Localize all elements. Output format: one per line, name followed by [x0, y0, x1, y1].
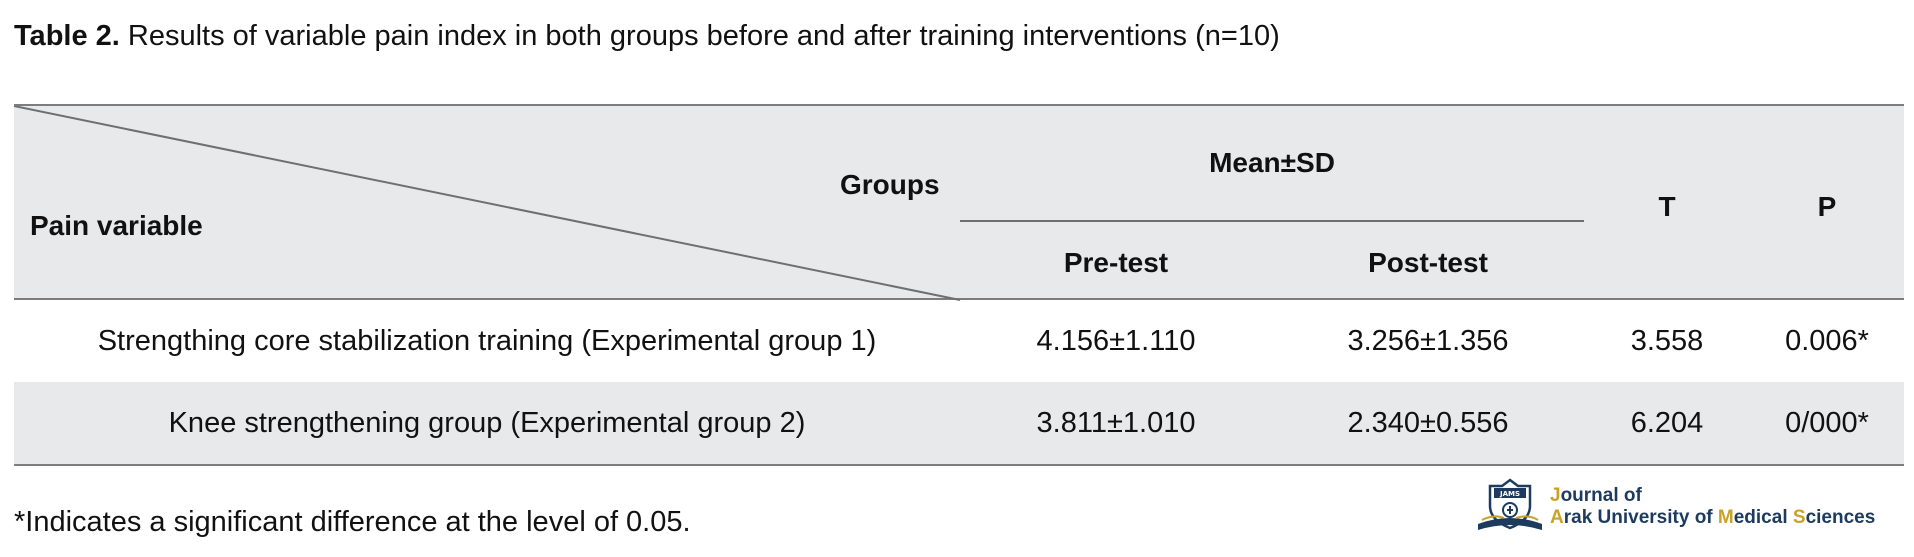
t-value: 6.204 — [1630, 407, 1704, 439]
journal-logo: JAMS Journal of Arak University of Medic… — [1474, 476, 1904, 536]
post-test-value: 3.256±1.356 — [1347, 325, 1509, 357]
caption-text: Results of variable pain index in both g… — [119, 20, 1280, 52]
caption-label: Table 2. — [14, 20, 120, 52]
t-header: T — [1658, 191, 1676, 222]
table-header: Groups Pain variable Mean±SD Pre-test Po… — [14, 104, 1904, 301]
pre-test-value: 3.811±1.010 — [1036, 407, 1196, 439]
p-value: 0.006* — [1785, 325, 1869, 357]
logo-line-2: Arak University of Medical Sciences — [1550, 507, 1876, 528]
post-test-header: Post-test — [1368, 247, 1488, 278]
results-table: Groups Pain variable Mean±SD Pre-test Po… — [14, 104, 1904, 466]
row-label: Knee strengthening group (Experimental g… — [168, 407, 806, 439]
post-test-value: 2.340±0.556 — [1347, 407, 1509, 439]
table-row: Knee strengthening group (Experimental g… — [14, 382, 1904, 466]
emblem-text: JAMS — [1499, 490, 1520, 498]
logo-line-1: Journal of — [1550, 485, 1642, 506]
t-value: 3.558 — [1630, 325, 1704, 357]
diagonal-divider — [14, 106, 961, 301]
pre-test-header: Pre-test — [1063, 247, 1169, 278]
journal-emblem-icon: JAMS — [1478, 478, 1542, 530]
row-label: Strengthing core stabilization training … — [97, 325, 877, 357]
table-footnote: *Indicates a significant difference at t… — [14, 506, 691, 538]
mean-sd-header: Mean±SD — [1209, 147, 1335, 178]
p-header: P — [1817, 191, 1837, 222]
mean-sd-underline — [960, 220, 1584, 222]
pre-test-value: 4.156±1.110 — [1036, 325, 1196, 357]
p-value: 0/000* — [1785, 407, 1869, 439]
table-row: Strengthing core stabilization training … — [14, 300, 1904, 382]
corner-pain-variable-label: Pain variable — [30, 210, 203, 241]
table-caption: Table 2. Results of variable pain index … — [14, 14, 1280, 58]
corner-groups-label: Groups — [840, 169, 940, 200]
